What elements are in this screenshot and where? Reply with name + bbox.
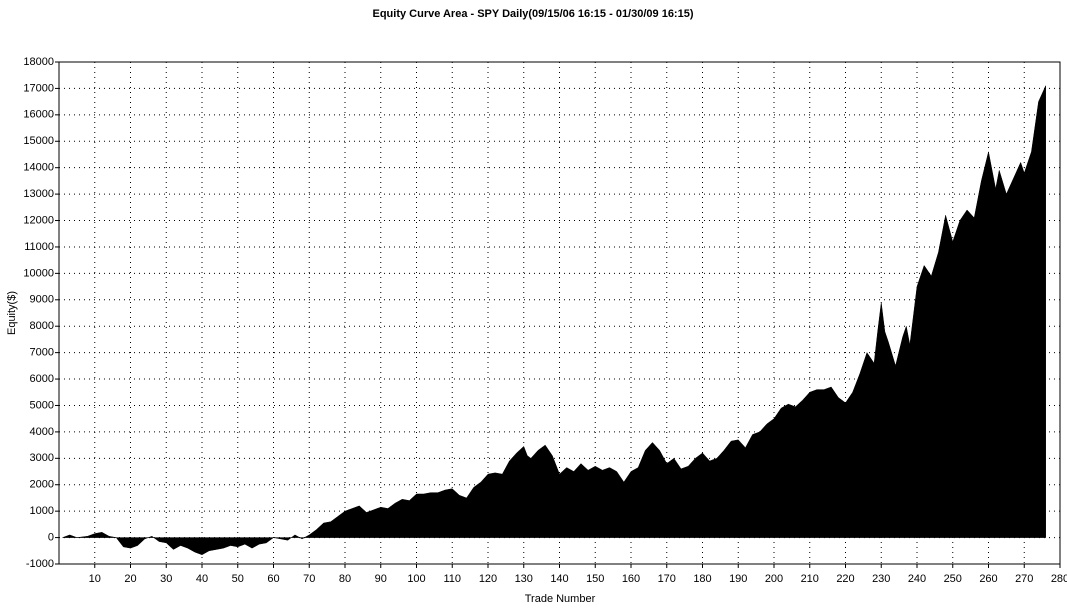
y-tick-label: 8000	[30, 320, 54, 332]
y-axis-label: Equity($)	[6, 291, 18, 335]
x-tick-label: 30	[160, 573, 172, 585]
x-tick-label: 10	[89, 573, 101, 585]
x-tick-label: 20	[124, 573, 136, 585]
x-tick-label: 110	[443, 573, 461, 585]
y-tick-label: 12000	[23, 214, 54, 226]
y-tick-label: 7000	[30, 347, 54, 359]
y-tick-label: 9000	[30, 294, 54, 306]
x-tick-label: 160	[622, 573, 640, 585]
x-tick-label: 210	[801, 573, 819, 585]
y-tick-label: 1000	[30, 505, 54, 517]
x-tick-label: 120	[479, 573, 497, 585]
y-tick-label: 16000	[23, 109, 54, 121]
x-tick-label: 40	[196, 573, 208, 585]
y-tick-label: 18000	[23, 56, 54, 68]
x-tick-label: 190	[729, 573, 747, 585]
y-tick-label: 14000	[23, 162, 54, 174]
x-tick-label: 80	[339, 573, 351, 585]
x-tick-label: 60	[267, 573, 279, 585]
x-tick-label: 50	[232, 573, 244, 585]
x-tick-label: 200	[765, 573, 783, 585]
y-tick-label: 6000	[30, 373, 54, 385]
y-tick-label: 10000	[23, 267, 54, 279]
x-tick-label: 150	[586, 573, 604, 585]
y-tick-label: 15000	[23, 135, 54, 147]
x-tick-label: 270	[1015, 573, 1033, 585]
y-tick-label: 13000	[23, 188, 54, 200]
y-tick-label: -1000	[26, 558, 54, 570]
x-tick-label: 70	[303, 573, 315, 585]
x-tick-label: 250	[944, 573, 962, 585]
x-tick-label: 280	[1051, 573, 1067, 585]
y-tick-label: 5000	[30, 399, 54, 411]
x-tick-label: 90	[375, 573, 387, 585]
chart-title: Equity Curve Area - SPY Daily(09/15/06 1…	[372, 8, 693, 20]
y-tick-label: 0	[48, 531, 54, 543]
plot-frame	[58, 61, 1061, 565]
x-tick-label: 100	[407, 573, 425, 585]
x-tick-label: 260	[979, 573, 997, 585]
x-axis-label: Trade Number	[525, 593, 596, 605]
x-tick-label: 170	[658, 573, 676, 585]
y-tick-label: 17000	[23, 82, 54, 94]
y-tick-label: 4000	[30, 426, 54, 438]
y-tick-label: 2000	[30, 479, 54, 491]
x-tick-label: 130	[515, 573, 533, 585]
x-tick-label: 230	[872, 573, 890, 585]
equity-area	[62, 85, 1046, 556]
x-tick-label: 240	[908, 573, 926, 585]
x-tick-label: 140	[550, 573, 568, 585]
x-tick-label: 220	[836, 573, 854, 585]
x-tick-label: 180	[693, 573, 711, 585]
y-tick-label: 3000	[30, 452, 54, 464]
y-tick-label: 11000	[24, 241, 54, 253]
